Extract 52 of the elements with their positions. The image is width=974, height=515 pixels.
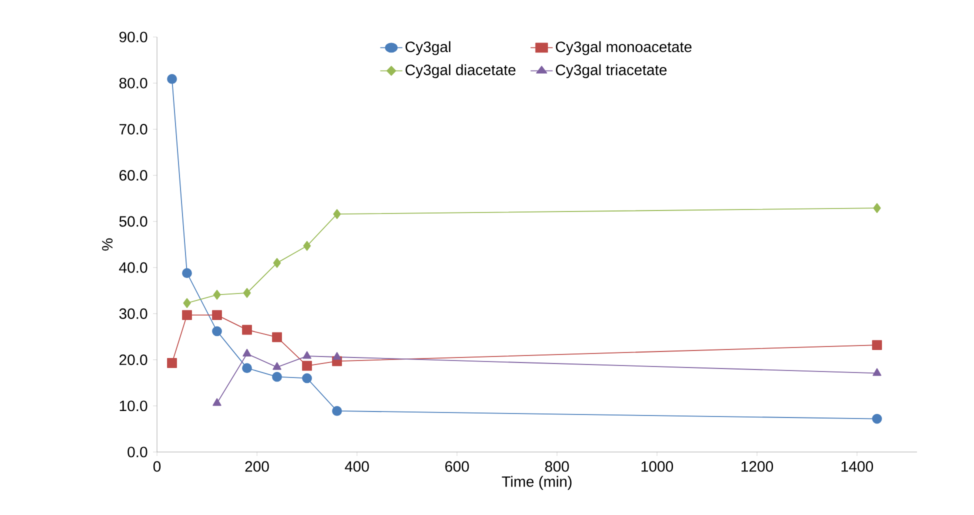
point [182, 310, 192, 320]
point [273, 258, 281, 268]
x-tick-label: 1000 [642, 461, 674, 472]
y-tick-label: 70.0 [120, 124, 148, 135]
y-tick-label: 0.0 [128, 446, 148, 458]
x-tick-label: 1200 [742, 461, 774, 472]
legend-label: Cy3gal [406, 41, 450, 56]
y-tick-label: 60.0 [120, 170, 148, 181]
point [242, 348, 252, 356]
y-tick-label: 20.0 [119, 354, 148, 366]
y-axis-title: % [102, 238, 113, 251]
point [167, 358, 177, 368]
point [272, 372, 282, 382]
y-tick-label: 40.0 [119, 262, 148, 273]
legend-label: Cy3gal monoacetate [556, 41, 692, 56]
point [212, 326, 222, 336]
point [243, 288, 251, 298]
point [303, 240, 311, 251]
point [302, 373, 312, 384]
x-tick-label: 600 [445, 461, 469, 472]
point [213, 290, 221, 300]
point [183, 298, 191, 308]
point [333, 209, 341, 220]
x-tick-label: 1400 [842, 461, 874, 472]
point [302, 360, 312, 371]
point [872, 414, 882, 424]
point [872, 368, 882, 376]
point [242, 363, 252, 374]
point [212, 398, 222, 406]
x-axis-title: Time (min) [502, 476, 572, 490]
point [182, 268, 192, 278]
y-tick-label: 10.0 [120, 400, 148, 412]
y-tick-label: 50.0 [119, 216, 148, 227]
point [272, 362, 282, 370]
point [272, 332, 282, 342]
y-tick-label: 80.0 [119, 78, 148, 88]
y-tick-label: 90.0 [119, 32, 148, 42]
point [167, 74, 177, 84]
point [212, 310, 222, 320]
point [332, 352, 342, 360]
point [332, 406, 342, 416]
point [873, 203, 881, 214]
x-tick-label: 200 [245, 461, 269, 472]
point [242, 324, 252, 335]
y-tick-label: 30.0 [119, 308, 148, 319]
x-tick-label: 800 [545, 461, 569, 472]
legend-label: Cy3gal diacetate [406, 64, 516, 78]
legend-label: Cy3gal triacetate [556, 64, 667, 78]
point [872, 340, 882, 350]
x-tick-label: 400 [344, 461, 369, 472]
point [302, 351, 312, 359]
x-tick-label: 0 [153, 461, 161, 472]
